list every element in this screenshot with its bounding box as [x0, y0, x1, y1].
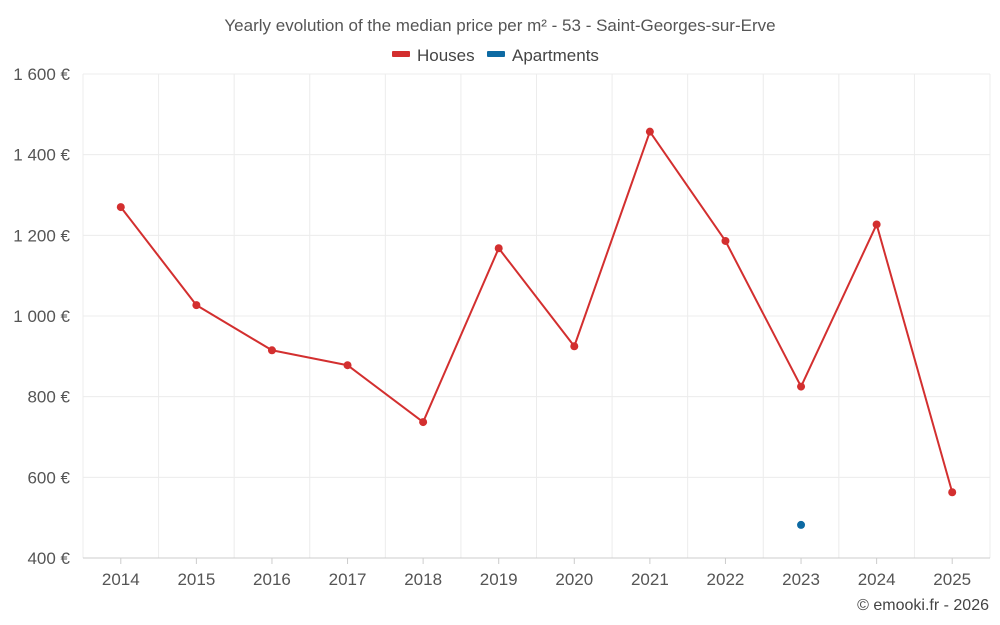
legend-swatch-apartments	[487, 51, 505, 57]
x-gridlines	[82, 74, 991, 558]
legend: Houses Apartments	[392, 46, 599, 65]
x-tick-label: 2024	[858, 570, 896, 589]
data-point-houses[interactable]	[948, 488, 957, 497]
y-tick-label: 1 400 €	[13, 146, 70, 165]
series-line-houses	[119, 130, 954, 493]
series-layer	[116, 127, 957, 529]
data-point-houses[interactable]	[797, 382, 806, 391]
data-point-houses[interactable]	[494, 244, 503, 253]
y-tick-label: 1 600 €	[13, 65, 70, 84]
y-tick-label: 800 €	[27, 388, 70, 407]
data-point-houses[interactable]	[570, 342, 579, 351]
data-point-houses[interactable]	[267, 346, 276, 355]
y-tick-label: 400 €	[27, 549, 70, 568]
data-point-houses[interactable]	[645, 127, 654, 136]
legend-label-apartments: Apartments	[512, 46, 599, 65]
x-axis-ticks: 2014 2015 2016 2017 2018 2019 2020 2021 2022 2023…	[102, 558, 971, 589]
legend-item-apartments[interactable]: Apartments	[487, 46, 599, 65]
legend-label-houses: Houses	[417, 46, 475, 65]
credit-text: © emooki.fr - 2026	[857, 597, 989, 614]
x-tick-label: 2018	[404, 570, 442, 589]
x-tick-label: 2014	[102, 570, 140, 589]
x-tick-label: 2023	[782, 570, 820, 589]
data-point-apartments[interactable]	[797, 520, 806, 529]
x-tick-label: 2020	[555, 570, 593, 589]
y-tick-label: 600 €	[27, 468, 70, 487]
y-axis-ticks: 400 € 600 € 800 € 1 000 € 1 200 € 1 400 € 1 60…	[13, 65, 70, 568]
data-point-houses[interactable]	[872, 220, 881, 229]
x-tick-label: 2025	[933, 570, 971, 589]
x-tick-label: 2016	[253, 570, 291, 589]
x-tick-label: 2015	[177, 570, 215, 589]
data-point-houses[interactable]	[419, 418, 428, 427]
x-tick-label: 2022	[707, 570, 745, 589]
data-point-houses[interactable]	[116, 203, 125, 212]
chart-title: Yearly evolution of the median price per…	[224, 16, 775, 35]
y-tick-label: 1 000 €	[13, 307, 70, 326]
data-point-houses[interactable]	[721, 236, 730, 245]
legend-item-houses[interactable]: Houses	[392, 46, 475, 65]
data-point-houses[interactable]	[343, 361, 352, 370]
x-tick-label: 2017	[329, 570, 367, 589]
legend-swatch-houses	[392, 51, 410, 57]
x-tick-label: 2021	[631, 570, 669, 589]
y-tick-label: 1 200 €	[13, 226, 70, 245]
data-point-houses[interactable]	[192, 301, 201, 310]
x-tick-label: 2019	[480, 570, 518, 589]
